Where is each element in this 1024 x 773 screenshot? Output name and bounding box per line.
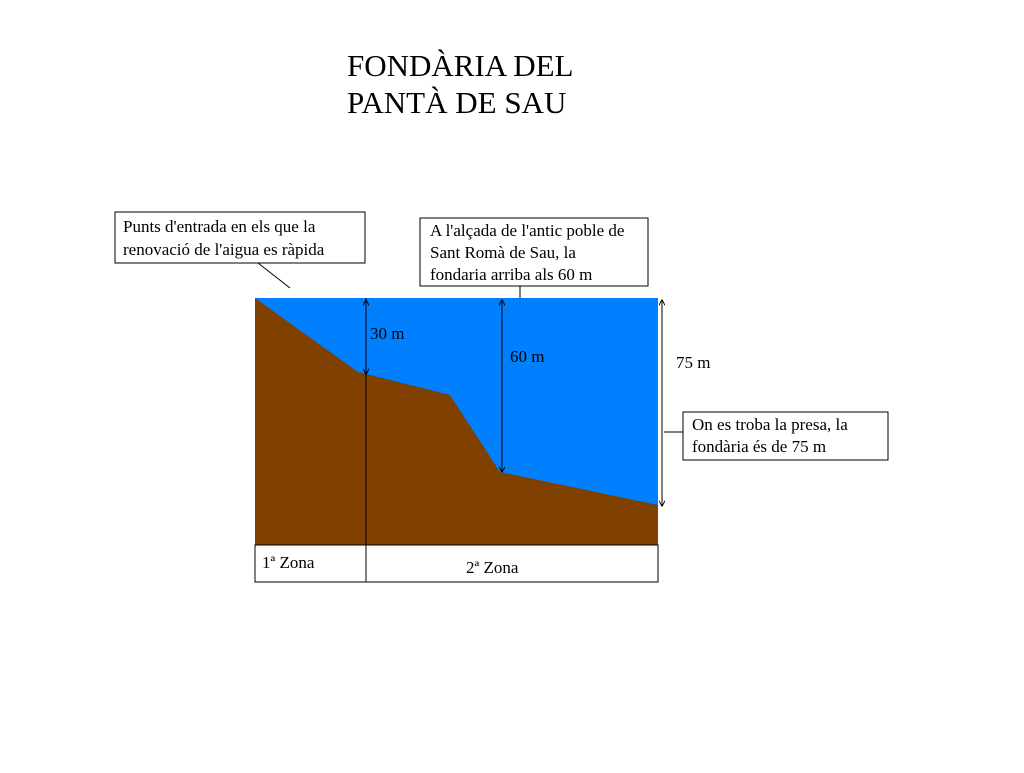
callout-text: renovació de l'aigua es ràpida <box>123 240 325 259</box>
zone-label: 2ª Zona <box>466 558 519 577</box>
callout-box <box>114 211 366 264</box>
depth-label: 75 m <box>676 353 710 372</box>
zone-label: 1ª Zona <box>262 553 315 572</box>
callout-text: A l'alçada de l'antic poble de <box>430 221 624 240</box>
callout-text: Sant Romà de Sau, la <box>430 243 576 262</box>
ground <box>255 298 658 545</box>
callout-text: On es troba la presa, la <box>692 415 848 434</box>
callout-text: Punts d'entrada en els que la <box>123 217 316 236</box>
callout-pointer <box>257 262 291 289</box>
title-line: PANTÀ DE SAU <box>347 85 566 120</box>
depth-label: 30 m <box>370 324 404 343</box>
callout-text: fondaria arriba als 60 m <box>430 265 592 284</box>
zone-row <box>254 544 659 583</box>
callout-text: fondària és de 75 m <box>692 437 826 456</box>
depth-label: 60 m <box>510 347 544 366</box>
title-line: FONDÀRIA DEL <box>347 48 573 83</box>
callout-box <box>682 411 889 461</box>
callout-box <box>419 217 649 287</box>
